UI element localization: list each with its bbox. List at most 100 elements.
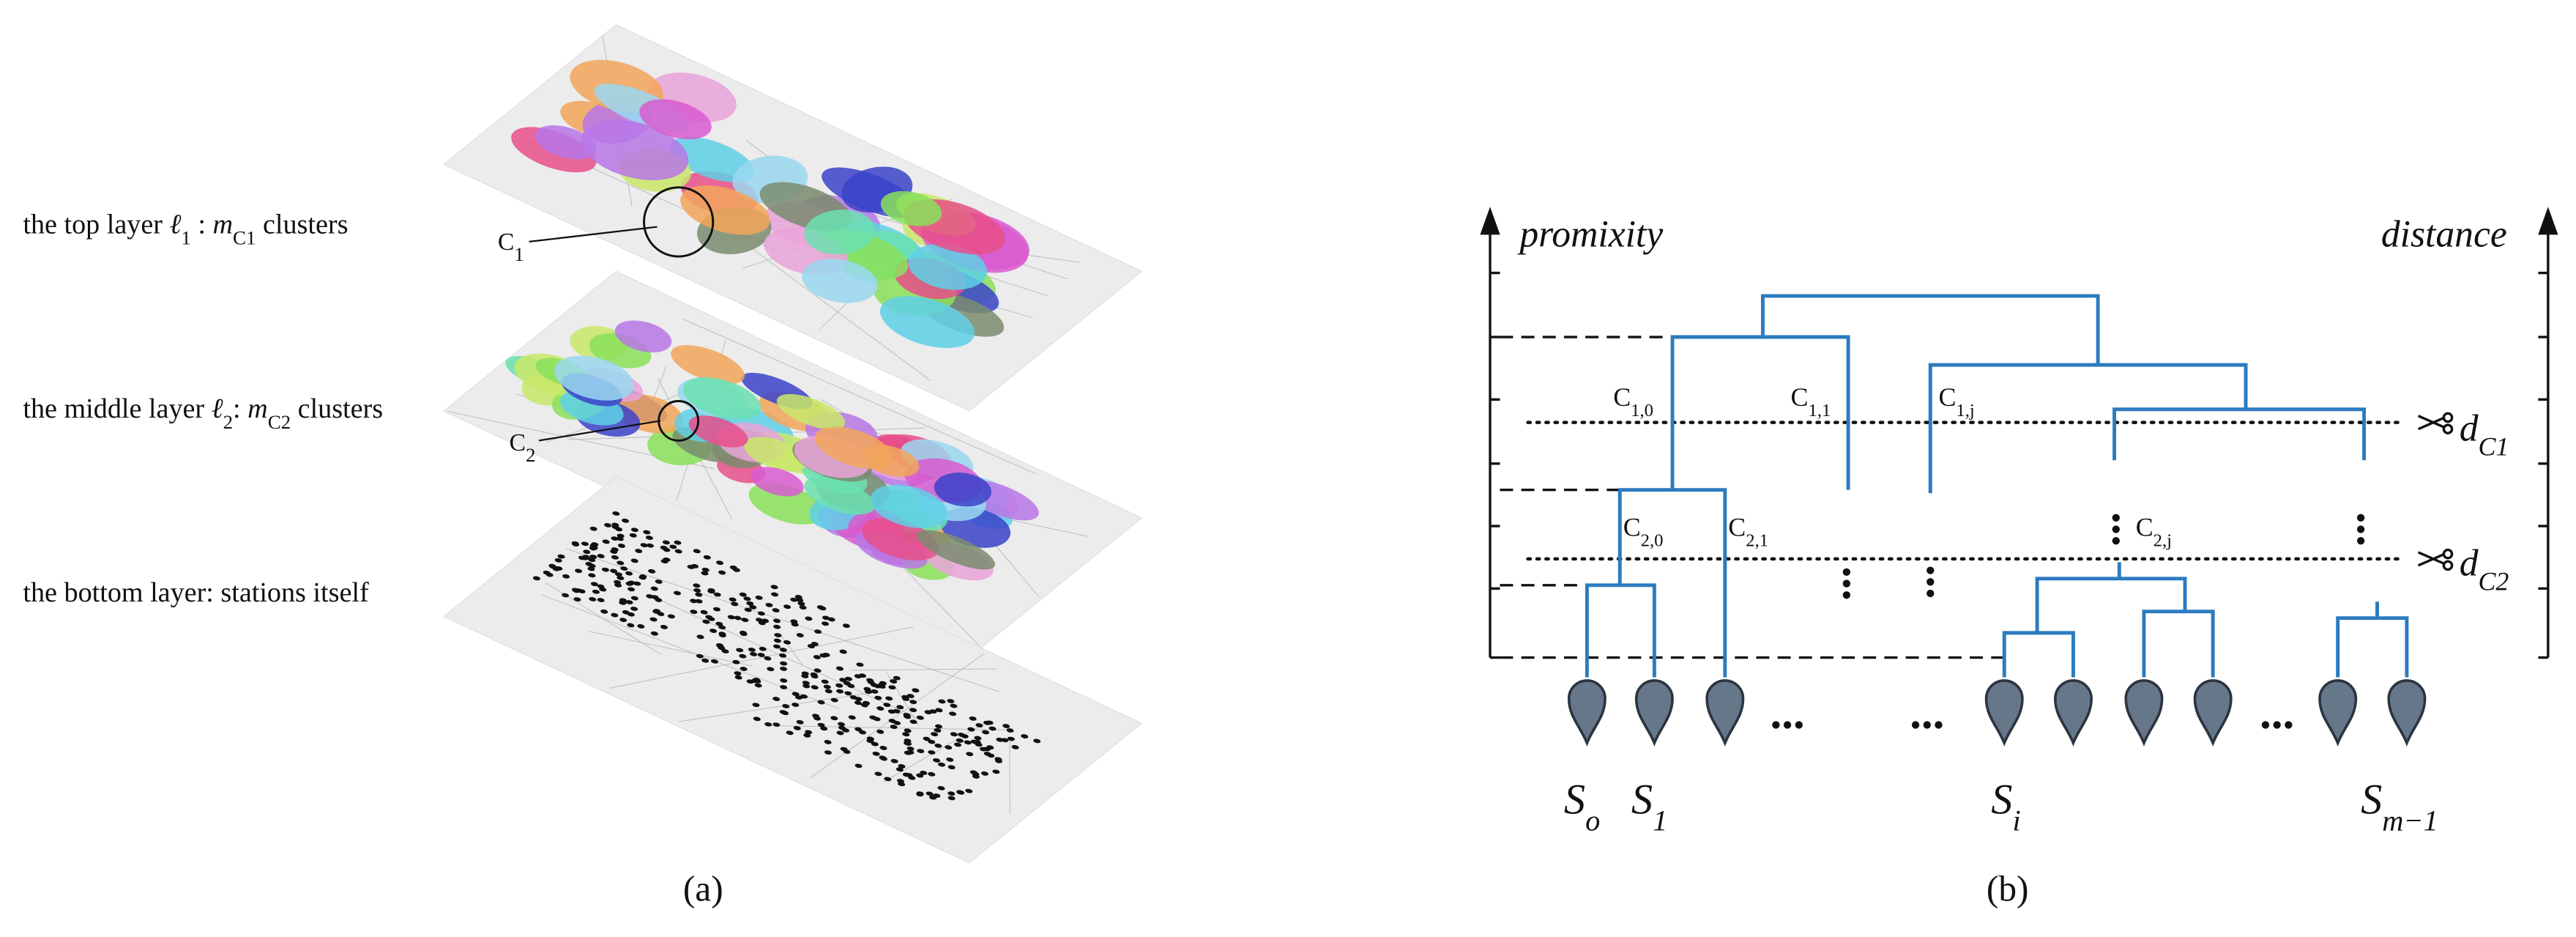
station-dot (987, 753, 995, 758)
station-dot (619, 598, 627, 603)
station-dot (1007, 736, 1015, 741)
station-dot (876, 706, 885, 711)
cluster-patch (879, 296, 975, 349)
station-dot (916, 791, 924, 796)
cluster-patch (861, 518, 939, 561)
station-dot (734, 615, 742, 621)
station-dot (612, 511, 620, 516)
station-dot (871, 741, 879, 747)
station-dot (734, 671, 742, 676)
station-dot (611, 612, 619, 618)
station-dot (707, 589, 715, 594)
station-dot (860, 703, 868, 708)
station-dot (966, 752, 974, 757)
cluster-patch (554, 355, 634, 401)
station-dot (926, 791, 934, 796)
station-dot (779, 648, 787, 652)
cluster-patch (776, 393, 846, 430)
station-dot (709, 629, 718, 633)
station-dot (961, 734, 969, 738)
station-dot (830, 697, 838, 703)
station-dot (693, 549, 701, 554)
station-dot (928, 771, 936, 777)
station-dot (773, 638, 781, 643)
station-dot (888, 685, 896, 690)
station-dot (695, 592, 703, 597)
marker-circle (643, 186, 715, 258)
station-dot (969, 716, 977, 721)
station-dot (872, 751, 880, 756)
cluster-label: C2,1 (1728, 512, 1768, 550)
station-dot (848, 715, 856, 720)
dot (2356, 514, 2365, 522)
station-dot (648, 569, 656, 574)
station-dot (923, 736, 931, 741)
station-dot (590, 582, 598, 587)
station-dot (629, 533, 637, 538)
station-dot (874, 771, 882, 777)
station-dot (604, 523, 612, 527)
dot (2356, 525, 2365, 533)
station-dot (591, 542, 599, 547)
station-dot (803, 684, 811, 689)
label-base: S (2361, 776, 2382, 823)
station-dot (590, 545, 598, 550)
station-dot (635, 549, 643, 553)
station-dot (946, 757, 954, 762)
station-dot (744, 607, 752, 612)
station-dot (950, 703, 958, 708)
station-dot (836, 730, 844, 736)
station-dot (796, 719, 804, 725)
station-dot (992, 769, 1000, 774)
station-pin (1567, 679, 1607, 747)
station-dot (611, 555, 619, 560)
station-dot (701, 658, 710, 663)
station-dot (773, 697, 781, 701)
station-dot (822, 615, 830, 621)
layer-label: the top layer ℓ1 : mC1 clusters (23, 210, 348, 249)
station-dot (655, 579, 663, 584)
station-dot (640, 543, 648, 548)
station-dot (928, 750, 936, 755)
station-dot (965, 788, 973, 793)
station-dot (571, 541, 579, 546)
station-dot (701, 571, 709, 576)
label-sub: 1,j (1956, 401, 1974, 421)
station-dot (581, 555, 589, 560)
station-dot (934, 724, 943, 729)
dot (1772, 721, 1780, 729)
cluster-patch (814, 426, 893, 470)
station-dot (801, 674, 809, 678)
label-base: C (1728, 512, 1746, 541)
station-dot (589, 526, 598, 531)
station-dot (770, 592, 779, 597)
station-dot (904, 738, 912, 743)
station-dot (920, 770, 928, 775)
station-dot (655, 598, 663, 602)
station-dot (928, 739, 936, 744)
station-dot (849, 695, 857, 700)
station-dot (956, 738, 964, 743)
station-dot (773, 644, 781, 649)
station-dot (614, 582, 622, 588)
station-dot (931, 732, 939, 737)
station-dot (890, 725, 898, 730)
cluster-patch (688, 415, 748, 448)
station-dot (721, 649, 729, 653)
station-dot (620, 566, 628, 571)
station-dot (883, 703, 891, 708)
station-dot (578, 589, 586, 593)
station-pin (1634, 679, 1674, 747)
station-dot (736, 648, 744, 653)
station-dot (817, 722, 825, 727)
cluster-patch (581, 119, 689, 180)
station-dot (532, 576, 540, 581)
station-dot (839, 678, 847, 683)
station-dot (729, 565, 737, 570)
station-dot (912, 688, 920, 693)
station-dot (794, 695, 803, 700)
station-dot (630, 527, 639, 533)
station-dot (856, 662, 864, 667)
road (683, 312, 1036, 481)
label-sub: C2 (2478, 566, 2509, 596)
